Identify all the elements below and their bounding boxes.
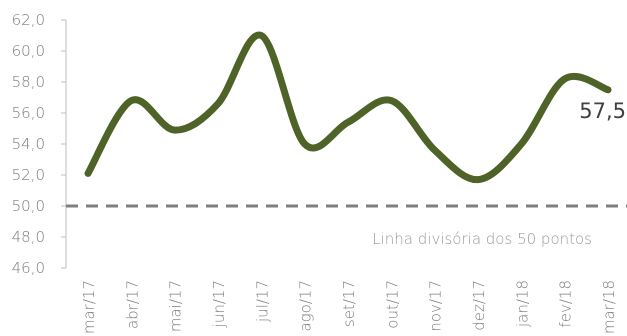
x-tick-label: dez/17 bbox=[470, 280, 488, 331]
x-tick-label: fev/18 bbox=[557, 280, 575, 328]
x-tick-label: nov/17 bbox=[427, 280, 445, 332]
y-tick-label: 46,0 bbox=[12, 259, 45, 277]
y-axis: 46,0 48,0 50,0 52,0 54,0 56,0 58,0 60,0 62,0 bbox=[12, 11, 67, 277]
x-tick-label: mai/17 bbox=[167, 280, 185, 332]
x-tick-label: jul/17 bbox=[253, 280, 271, 323]
y-tick-label: 50,0 bbox=[12, 197, 45, 215]
x-tick-label: mar/17 bbox=[80, 280, 98, 334]
x-axis: mar/17 abr/17 mai/17 jun/17 jul/17 ago/17 set/… bbox=[80, 280, 618, 334]
y-tick-label: 62,0 bbox=[12, 11, 45, 29]
y-tick-label: 54,0 bbox=[12, 135, 45, 153]
end-value-label: 57,5 bbox=[579, 99, 626, 123]
x-tick-label: mar/18 bbox=[600, 280, 618, 334]
x-tick-label: ago/17 bbox=[297, 280, 315, 332]
y-tick-label: 48,0 bbox=[12, 228, 45, 246]
x-tick-label: jan/18 bbox=[513, 280, 531, 328]
x-tick-label: abr/17 bbox=[123, 280, 141, 329]
y-tick-label: 52,0 bbox=[12, 166, 45, 184]
x-tick-label: out/17 bbox=[383, 280, 401, 329]
x-tick-label: set/17 bbox=[340, 280, 358, 327]
x-tick-label: jun/17 bbox=[210, 280, 228, 328]
series-line bbox=[84, 31, 612, 184]
y-tick-label: 58,0 bbox=[12, 73, 45, 91]
y-tick-label: 60,0 bbox=[12, 42, 45, 60]
reference-line-label: Linha divisória dos 50 pontos bbox=[372, 230, 592, 248]
y-tick-label: 56,0 bbox=[12, 104, 45, 122]
